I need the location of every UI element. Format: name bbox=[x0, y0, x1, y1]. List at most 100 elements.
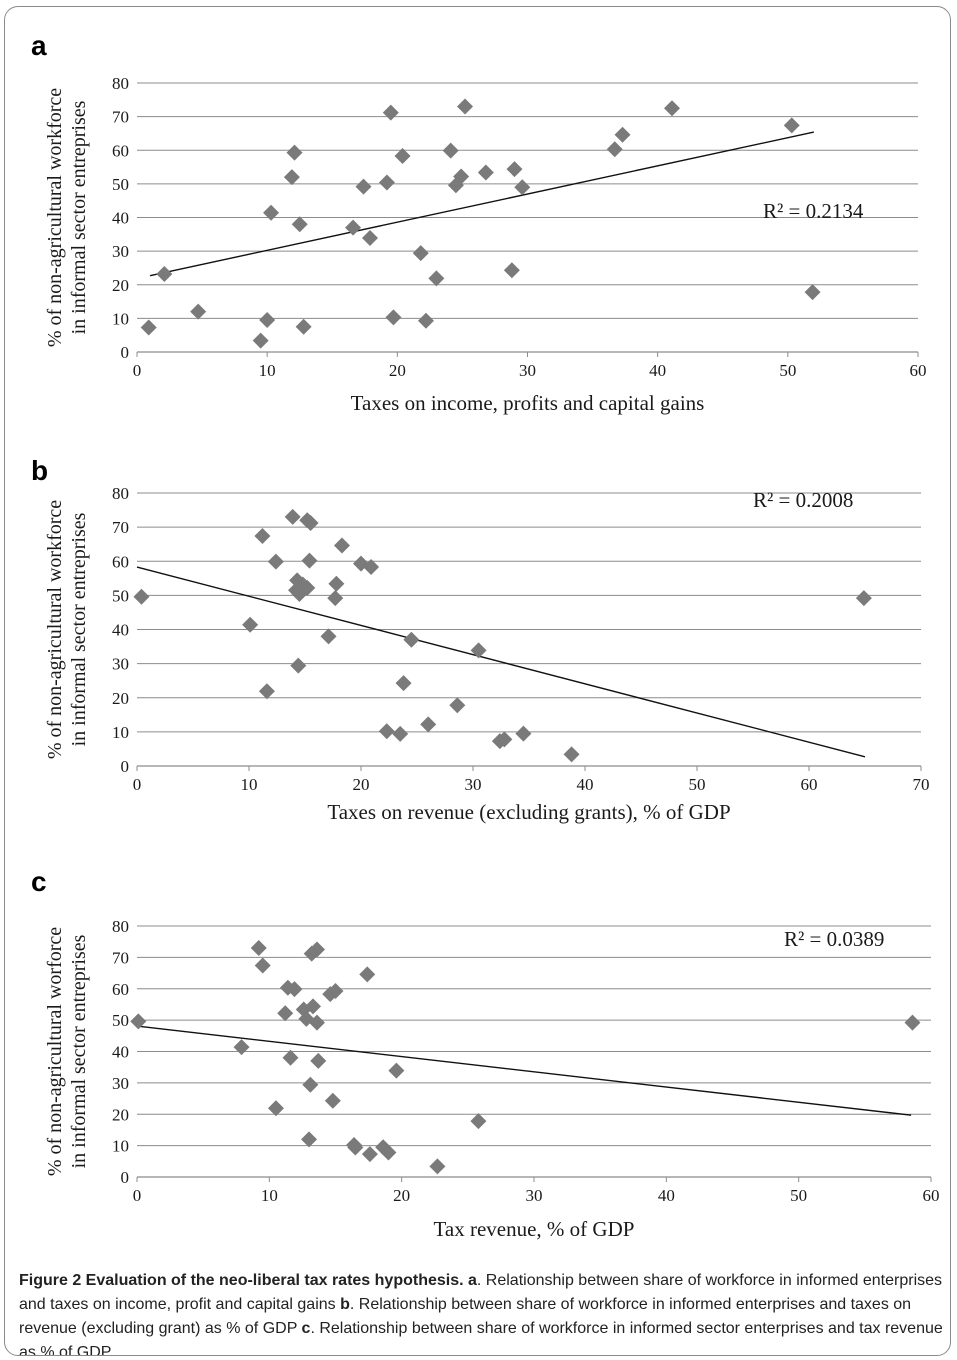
data-point bbox=[453, 168, 470, 185]
data-point bbox=[614, 126, 631, 143]
data-point bbox=[514, 179, 531, 196]
y-axis-title-line1: % of non-agricultural workforce bbox=[44, 500, 66, 759]
data-point bbox=[286, 981, 303, 998]
data-point bbox=[301, 552, 318, 569]
data-point bbox=[295, 318, 312, 335]
y-tick-label: 0 bbox=[121, 1168, 130, 1187]
trendline bbox=[136, 1025, 912, 1116]
data-point bbox=[663, 100, 680, 117]
x-tick-label: 30 bbox=[465, 775, 482, 794]
panel-letter: a bbox=[31, 30, 47, 61]
trendline bbox=[149, 131, 815, 277]
y-tick-label: 80 bbox=[112, 917, 129, 936]
data-point bbox=[417, 312, 434, 329]
y-tick-label: 80 bbox=[112, 74, 129, 93]
x-tick-label: 40 bbox=[658, 1186, 675, 1205]
data-point bbox=[190, 303, 207, 320]
y-axis-title-line1: % of non-agricultural worforce bbox=[44, 927, 66, 1176]
x-tick-label: 50 bbox=[689, 775, 706, 794]
caption-b-text: . Relationship between share of workforc… bbox=[19, 1296, 912, 1337]
caption-c-text: . Relationship between share of workforc… bbox=[19, 1320, 943, 1356]
x-tick-label: 40 bbox=[649, 361, 666, 380]
data-point bbox=[470, 1113, 487, 1130]
x-tick-label: 20 bbox=[389, 361, 406, 380]
x-tick-label: 30 bbox=[526, 1186, 543, 1205]
data-point bbox=[333, 537, 350, 554]
data-point bbox=[299, 579, 316, 596]
x-axis-title: Taxes on income, profits and capital gai… bbox=[351, 391, 705, 415]
y-tick-label: 20 bbox=[112, 276, 129, 295]
data-point bbox=[563, 746, 580, 763]
data-point bbox=[382, 104, 399, 121]
y-tick-label: 50 bbox=[112, 175, 129, 194]
data-point bbox=[263, 204, 280, 221]
r-squared-label: R² = 0.0389 bbox=[784, 927, 884, 951]
data-point bbox=[347, 1139, 364, 1156]
data-point bbox=[477, 164, 494, 181]
y-tick-label: 80 bbox=[112, 484, 129, 503]
panel-letter: c bbox=[31, 866, 47, 897]
y-tick-label: 40 bbox=[112, 621, 129, 640]
data-point bbox=[855, 590, 872, 607]
data-point bbox=[412, 245, 429, 262]
figure-frame: a 0 10 20 30 40 50 60 70 80 0 10 20 30 40 50 60 Taxes on … bbox=[4, 6, 951, 1356]
data-point bbox=[345, 219, 362, 236]
x-tick-label: 20 bbox=[393, 1186, 410, 1205]
data-point bbox=[302, 515, 319, 532]
caption-a-letter: a bbox=[468, 1272, 477, 1289]
panel-letter: b bbox=[31, 455, 48, 486]
data-point bbox=[310, 1052, 327, 1069]
data-point bbox=[283, 169, 300, 186]
data-point bbox=[284, 508, 301, 525]
data-point bbox=[282, 1049, 299, 1066]
data-point bbox=[385, 309, 402, 326]
x-axis-title: Tax revenue, % of GDP bbox=[434, 1217, 635, 1241]
data-point bbox=[258, 683, 275, 700]
data-point bbox=[804, 284, 821, 301]
y-tick-label: 30 bbox=[112, 242, 129, 261]
y-tick-label: 20 bbox=[112, 1105, 129, 1124]
data-point bbox=[277, 1005, 294, 1022]
y-tick-label: 10 bbox=[112, 309, 129, 328]
y-tick-label: 20 bbox=[112, 689, 129, 708]
data-point bbox=[291, 216, 308, 233]
data-point bbox=[320, 628, 337, 645]
data-point bbox=[267, 553, 284, 570]
data-point bbox=[515, 725, 532, 742]
data-point bbox=[302, 1076, 319, 1093]
data-point bbox=[305, 998, 322, 1015]
data-point bbox=[286, 144, 303, 161]
caption-lead: Figure 2 Evaluation of the neo-liberal t… bbox=[19, 1272, 464, 1289]
data-point bbox=[503, 262, 520, 279]
x-tick-label: 30 bbox=[519, 361, 536, 380]
data-point bbox=[267, 1100, 284, 1117]
data-point bbox=[442, 142, 459, 159]
chart-panel-b: b 0 10 20 30 40 50 60 70 80 0 10 20 30 40 50 60 70 Taxes o… bbox=[31, 455, 930, 824]
x-tick-label: 10 bbox=[261, 1186, 278, 1205]
data-point bbox=[327, 590, 344, 607]
data-point bbox=[783, 117, 800, 134]
data-point bbox=[380, 1144, 397, 1161]
data-point bbox=[420, 716, 437, 733]
y-tick-label: 50 bbox=[112, 586, 129, 605]
x-axis-title: Taxes on revenue (excluding grants), % o… bbox=[327, 800, 730, 824]
data-point bbox=[428, 270, 445, 287]
caption-b-letter: b bbox=[340, 1296, 350, 1313]
data-point bbox=[254, 957, 271, 974]
x-tick-label: 0 bbox=[133, 775, 142, 794]
r-squared-label: R² = 0.2008 bbox=[753, 488, 853, 512]
y-tick-label: 0 bbox=[121, 757, 130, 776]
data-point bbox=[355, 178, 372, 195]
chart-panel-a: a 0 10 20 30 40 50 60 70 80 0 10 20 30 40 50 60 Taxes on … bbox=[31, 30, 927, 415]
caption-a-text: . Relationship between share of workforc… bbox=[19, 1272, 943, 1313]
y-tick-label: 0 bbox=[121, 343, 130, 362]
y-tick-label: 40 bbox=[112, 209, 129, 228]
data-point bbox=[290, 657, 307, 674]
data-point bbox=[328, 575, 345, 592]
data-point bbox=[378, 174, 395, 191]
data-point bbox=[361, 1146, 378, 1163]
y-tick-label: 60 bbox=[112, 141, 129, 160]
x-tick-label: 60 bbox=[910, 361, 927, 380]
data-point bbox=[308, 1014, 325, 1031]
data-point bbox=[254, 527, 271, 544]
